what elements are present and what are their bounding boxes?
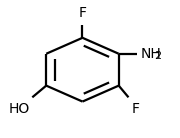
- Text: 2: 2: [154, 51, 161, 61]
- Text: HO: HO: [8, 102, 30, 116]
- Text: NH: NH: [141, 47, 162, 61]
- Text: F: F: [131, 102, 139, 116]
- Text: F: F: [78, 6, 86, 20]
